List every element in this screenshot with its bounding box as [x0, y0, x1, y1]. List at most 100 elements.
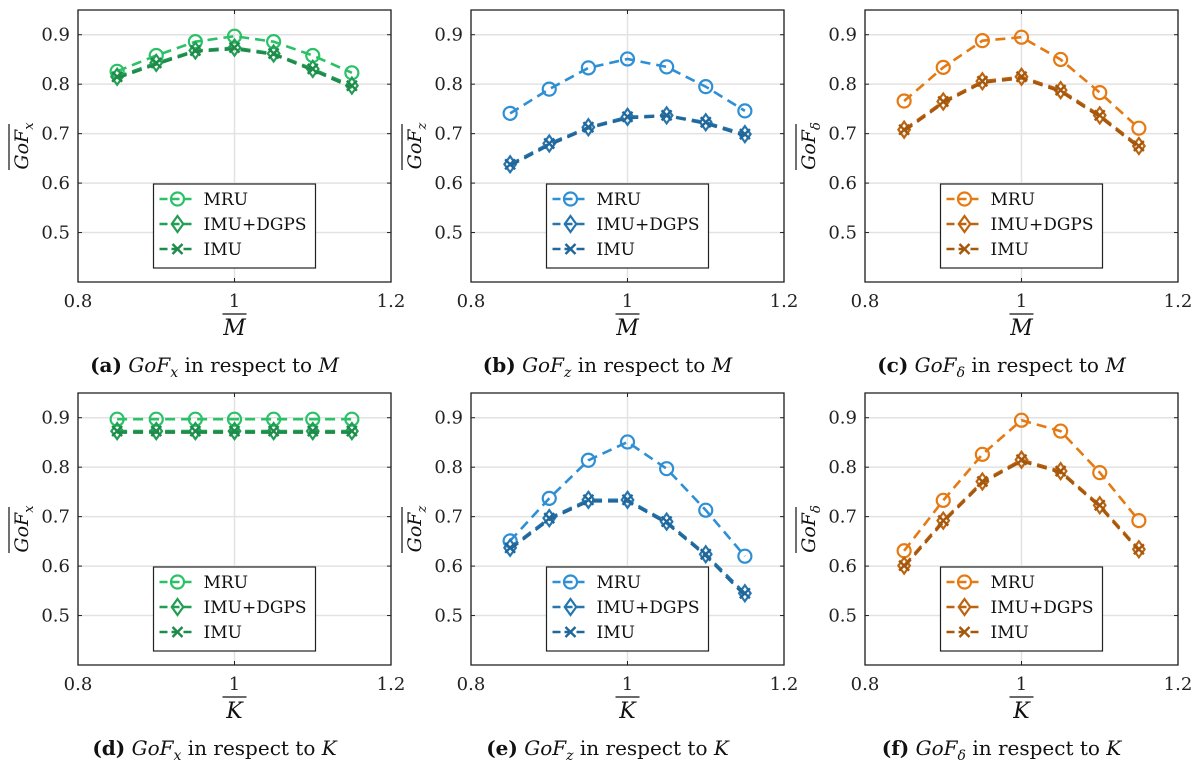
chart-b-point: [698, 79, 714, 95]
chart-d-caption-text: in respect to: [188, 736, 316, 760]
chart-b-legend-entry-0: MRU: [552, 190, 641, 210]
chart-d-y-tick-label: 0.6: [41, 556, 70, 577]
chart-f-y-tick-label: 0.9: [828, 408, 857, 429]
chart-f-legend-entry-1: IMU+DGPS: [946, 597, 1094, 618]
chart-a-caption-variable: M: [317, 353, 339, 377]
chart-f-y-tick-label: 0.6: [828, 556, 857, 577]
chart-d-y-tick-label: 0.9: [41, 408, 70, 429]
chart-c-y-tick-label: 0.9: [828, 25, 857, 46]
chart-b-point: [580, 60, 596, 76]
chart-f-y-axis-label-sub: δ: [809, 505, 824, 513]
chart-b-point: [739, 128, 751, 140]
chart-d-point: [306, 425, 319, 437]
chart-d-legend-entry-0: MRU: [159, 573, 248, 593]
chart-e-legend-marker-x: [564, 626, 577, 638]
chart-e-panel: 0.8 1 1.20.50.60.70.80.9KGoFzMRUIMU+DGPSIM…: [401, 392, 798, 762]
chart-d-legend: MRU IMU+DGPS IMU: [152, 566, 317, 652]
chart-f-x-axis-label: K: [1012, 699, 1031, 724]
chart-b-caption-label: (b): [483, 353, 516, 377]
chart-a-caption-subscript: x: [170, 365, 178, 381]
chart-f-legend-label: MRU: [991, 573, 1036, 593]
chart-c-legend-entry-0: MRU: [946, 190, 1036, 210]
chart-c-legend-label: IMU+DGPS: [991, 215, 1094, 235]
chart-b-caption-text: in respect to: [578, 353, 706, 377]
chart-e-y-axis-label-text: GoFz: [404, 506, 430, 553]
chart-c-y-tick-label: 0.7: [828, 124, 857, 145]
chart-c-y-tick-label: 0.8: [828, 74, 857, 95]
chart-e-point: [659, 461, 675, 477]
chart-c-legend-label: MRU: [991, 190, 1036, 210]
chart-d-point: [189, 425, 202, 437]
chart-e-caption-symbol: GoF: [524, 736, 567, 760]
chart-b-caption-symbol: GoF: [522, 353, 565, 377]
chart-a-point: [306, 63, 319, 75]
chart-a-point: [346, 79, 358, 92]
chart-f-x-tick-label: 1: [1016, 674, 1027, 695]
chart-b-point: [541, 81, 557, 97]
chart-a-point: [266, 34, 282, 50]
chart-e-y-tick-label: 0.6: [434, 556, 463, 577]
chart-b-panel: 0.8 1 1.20.50.60.70.80.9MGoFzMRUIMU+DGPSIM…: [401, 9, 799, 381]
chart-a-point: [111, 70, 123, 83]
chart-e-x-tick-label: 0.8: [457, 674, 486, 695]
chart-d-x-tick-label: 0.8: [64, 674, 93, 695]
chart-d-point: [305, 411, 321, 427]
chart-f-caption-label: (f): [882, 736, 910, 760]
chart-d-y-axis-label: GoFx: [8, 505, 37, 553]
chart-a-point: [187, 34, 203, 50]
chart-b-y-axis-label-text: GoFz: [404, 123, 430, 170]
chart-f-y-axis-label: GoFδ: [795, 505, 824, 553]
chart-b-y-tick-label: 0.5: [434, 223, 463, 244]
chart-d-point: [346, 425, 358, 437]
chart-a-x-tick-label: 1: [229, 291, 240, 312]
chart-c-legend-label: IMU: [991, 240, 1029, 260]
chart-c-x-tick-label: 0.8: [851, 291, 880, 312]
chart-f-point: [935, 492, 951, 508]
chart-c-legend: MRU IMU+DGPS IMU: [939, 183, 1104, 269]
chart-f-point: [976, 475, 989, 488]
chart-d-caption-label: (d): [92, 736, 125, 760]
chart-b-y-tick-label: 0.7: [434, 124, 463, 145]
chart-a-legend-entry-0: MRU: [159, 190, 248, 210]
chart-a-series-line-2: [116, 47, 353, 89]
chart-a-legend-marker-circle: [169, 191, 186, 207]
chart-c-y-axis-label-text: GoFδ: [798, 122, 824, 170]
chart-d-point: [228, 425, 241, 437]
chart-f-x-tick-label: 0.8: [851, 674, 880, 695]
chart-a-legend-label: IMU: [204, 240, 242, 260]
chart-a-point: [228, 41, 241, 54]
chart-c-point: [1092, 84, 1108, 101]
chart-e-y-axis-label-main: GoF: [404, 512, 426, 553]
chart-d-x-axis-label: K: [225, 699, 244, 724]
chart-f-y-tick-label: 0.5: [828, 606, 857, 627]
chart-d-point: [344, 411, 360, 427]
chart-e-point: [739, 587, 751, 600]
chart-e-y-axis-label-sub: z: [415, 506, 430, 514]
chart-d-caption-symbol: GoF: [132, 736, 175, 760]
chart-a-x-axis-label: M: [222, 316, 246, 341]
chart-b-point: [504, 158, 516, 171]
chart-d-y-axis-label-main: GoF: [11, 512, 33, 553]
chart-d-panel: 0.8 1 1.20.50.60.70.80.9KGoFxMRUIMU+DGPSIM…: [8, 392, 405, 762]
chart-b-point: [621, 110, 634, 123]
chart-a-legend-entry-2: IMU: [159, 240, 242, 260]
chart-a-caption: (a) GoFx in respect to M: [90, 353, 339, 381]
chart-c-caption: (c) GoFδ in respect to M: [877, 353, 1126, 381]
chart-b-legend-marker-circle: [562, 191, 579, 207]
chart-d-point: [267, 425, 280, 437]
chart-c-point: [1093, 109, 1106, 122]
chart-f-legend-entry-0: MRU: [946, 573, 1036, 593]
chart-b-x-tick-label: 1.2: [770, 291, 799, 312]
chart-b-legend: MRU IMU+DGPS IMU: [545, 183, 710, 269]
chart-a-y-axis-label-main: GoF: [11, 129, 33, 170]
chart-d-y-axis-label-text: GoFx: [11, 505, 37, 553]
chart-e-caption-text: in respect to: [580, 736, 708, 760]
chart-c-x-axis-label: M: [1009, 316, 1033, 341]
chart-b-legend-label: IMU: [597, 240, 635, 260]
chart-a-legend-entry-1: IMU+DGPS: [159, 214, 307, 235]
chart-f-legend: MRU IMU+DGPS IMU: [939, 566, 1104, 652]
chart-f-caption-subscript: δ: [958, 748, 966, 762]
chart-f-point: [1131, 512, 1147, 529]
chart-f-legend-label: IMU: [991, 623, 1029, 643]
chart-e-point: [619, 434, 636, 450]
